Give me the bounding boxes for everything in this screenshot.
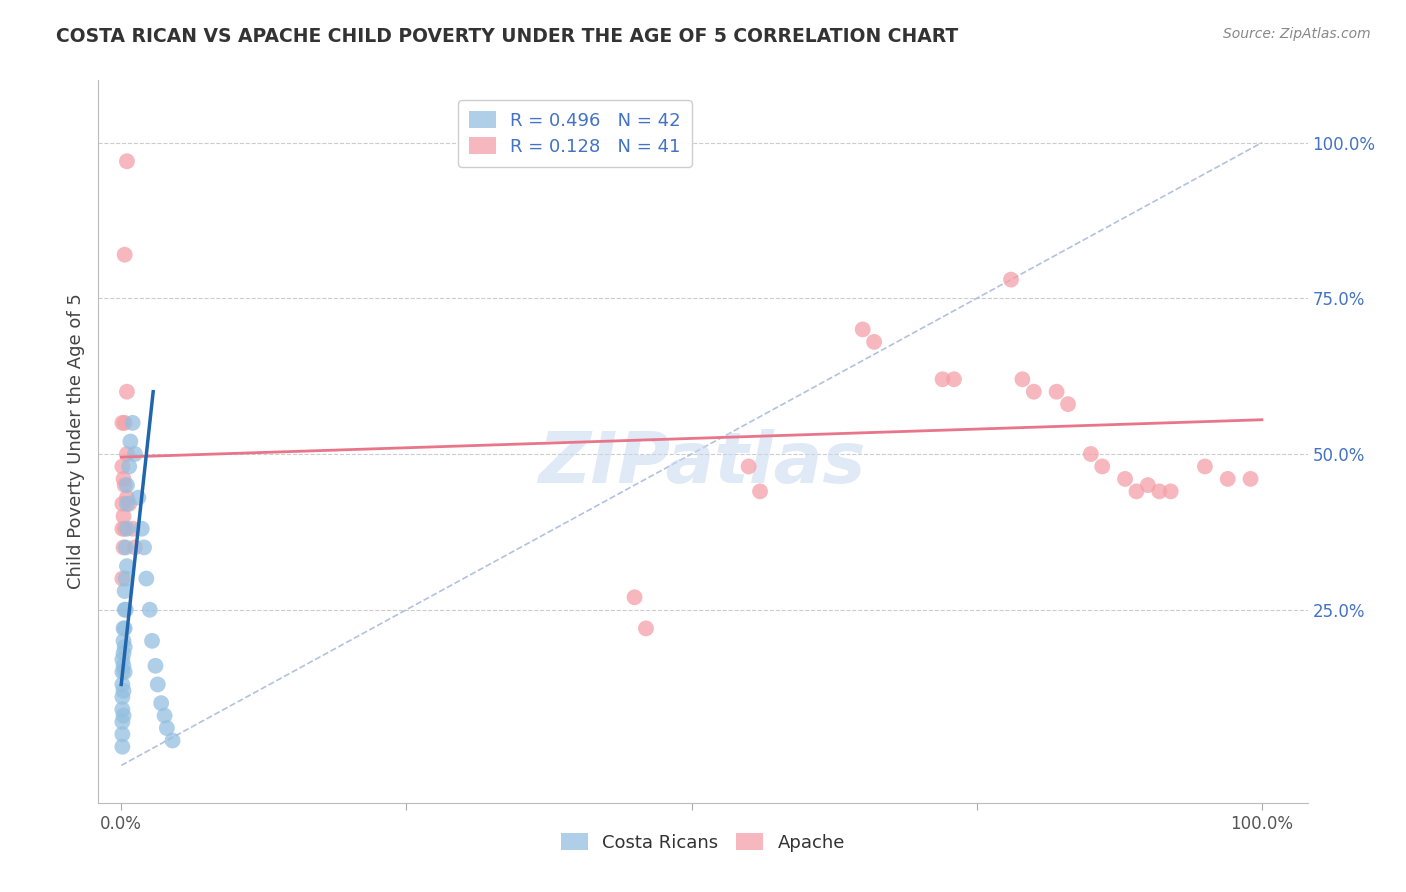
Point [118, 497, 141, 511]
Point [139, 603, 162, 617]
Point [749, 484, 772, 499]
Point [111, 677, 134, 691]
Point [634, 621, 657, 635]
Y-axis label: Child Poverty Under the Age of 5: Child Poverty Under the Age of 5 [66, 293, 84, 590]
Point [111, 522, 134, 536]
Point [115, 154, 138, 169]
Point [111, 497, 134, 511]
Point [112, 633, 135, 648]
Point [1022, 384, 1045, 399]
Point [112, 683, 135, 698]
Point [114, 603, 136, 617]
Point [115, 559, 138, 574]
Point [114, 640, 136, 654]
Point [1057, 397, 1080, 411]
Point [121, 522, 143, 536]
Point [153, 708, 176, 723]
Point [111, 690, 134, 704]
Point [124, 447, 146, 461]
Point [141, 633, 163, 648]
Point [118, 459, 141, 474]
Point [112, 472, 135, 486]
Point [112, 646, 135, 660]
Point [1080, 447, 1102, 461]
Point [112, 509, 135, 524]
Point [111, 652, 134, 666]
Point [114, 522, 136, 536]
Point [114, 603, 136, 617]
Text: Source: ZipAtlas.com: Source: ZipAtlas.com [1223, 27, 1371, 41]
Point [120, 434, 142, 449]
Point [115, 478, 138, 492]
Point [852, 322, 875, 336]
Point [112, 621, 135, 635]
Point [1216, 472, 1239, 486]
Point [1114, 472, 1136, 486]
Point [1239, 472, 1261, 486]
Point [131, 522, 153, 536]
Point [121, 416, 143, 430]
Point [146, 677, 169, 691]
Point [112, 658, 135, 673]
Point [1125, 484, 1147, 499]
Point [124, 541, 146, 555]
Point [111, 702, 134, 716]
Point [115, 491, 138, 505]
Point [115, 497, 138, 511]
Legend: Costa Ricans, Apache: Costa Ricans, Apache [554, 826, 852, 859]
Point [132, 541, 155, 555]
Point [114, 584, 136, 599]
Point [942, 372, 965, 386]
Point [115, 384, 138, 399]
Point [1136, 478, 1159, 492]
Point [115, 522, 138, 536]
Point [111, 714, 134, 729]
Point [1194, 459, 1216, 474]
Point [135, 572, 157, 586]
Point [156, 721, 179, 735]
Text: ZIPatlas: ZIPatlas [540, 429, 866, 498]
Point [623, 591, 645, 605]
Point [127, 491, 149, 505]
Point [1046, 384, 1069, 399]
Point [114, 621, 136, 635]
Point [114, 572, 136, 586]
Point [931, 372, 953, 386]
Point [114, 478, 136, 492]
Point [111, 416, 134, 430]
Point [1011, 372, 1033, 386]
Point [111, 739, 134, 754]
Point [145, 658, 167, 673]
Point [737, 459, 759, 474]
Point [114, 665, 136, 679]
Point [111, 727, 134, 741]
Point [863, 334, 886, 349]
Point [1160, 484, 1182, 499]
Point [111, 459, 134, 474]
Point [114, 541, 136, 555]
Point [1000, 272, 1022, 286]
Point [112, 541, 135, 555]
Point [115, 447, 138, 461]
Point [114, 416, 136, 430]
Point [111, 665, 134, 679]
Point [114, 248, 136, 262]
Point [111, 572, 134, 586]
Point [162, 733, 184, 747]
Point [1091, 459, 1114, 474]
Text: COSTA RICAN VS APACHE CHILD POVERTY UNDER THE AGE OF 5 CORRELATION CHART: COSTA RICAN VS APACHE CHILD POVERTY UNDE… [56, 27, 959, 45]
Point [1149, 484, 1171, 499]
Point [150, 696, 173, 710]
Point [112, 708, 135, 723]
